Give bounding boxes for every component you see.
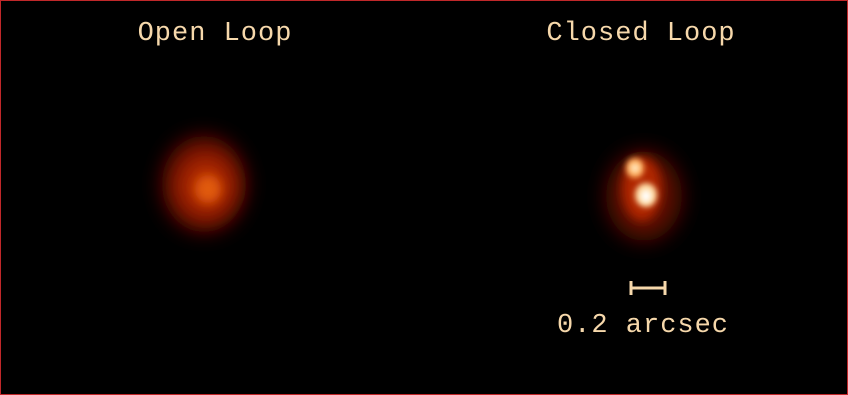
image-frame: Open Loop Closed Loop 0.2 arcsec	[0, 0, 848, 395]
scale-bar	[631, 281, 665, 295]
panel-label: Closed Loop	[546, 19, 735, 49]
scale-bar-label: 0.2 arcsec	[557, 311, 729, 341]
closed-loop-psf	[606, 151, 682, 241]
panel-label: Open Loop	[138, 19, 293, 49]
open-loop-psf	[162, 136, 246, 232]
